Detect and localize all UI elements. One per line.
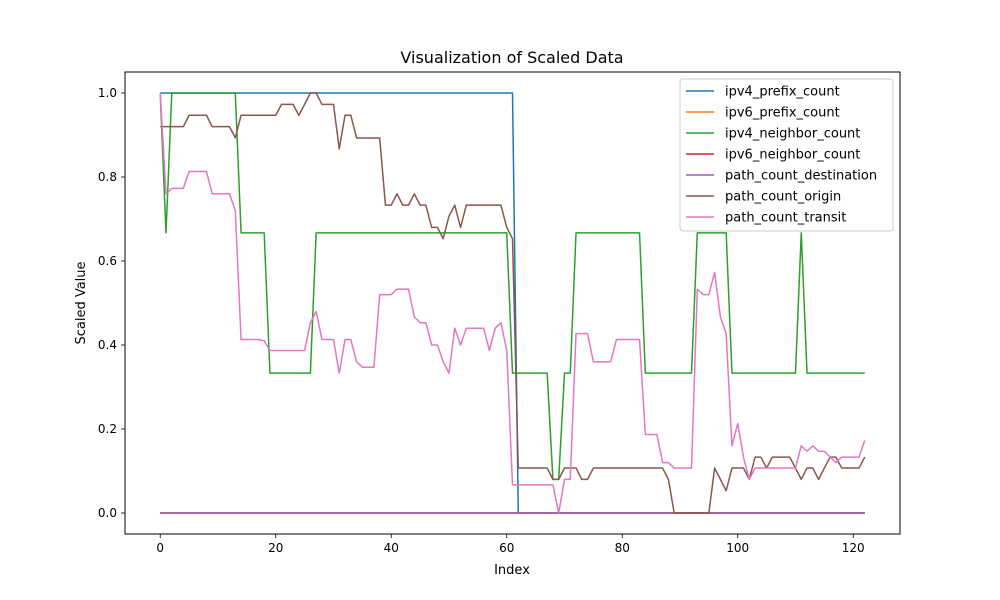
- y-tick-label: 0.6: [98, 254, 117, 268]
- x-tick-label: 60: [499, 541, 514, 555]
- y-tick-label: 1.0: [98, 86, 117, 100]
- legend-label: ipv4_prefix_count: [725, 85, 840, 100]
- y-axis-label: Scaled Value: [74, 261, 89, 344]
- series-layer: [159, 92, 866, 514]
- series-line-path-count-transit: [159, 92, 866, 514]
- series-line-path-count-origin: [160, 92, 866, 514]
- legend: ipv4_prefix_count ipv6_prefix_count ipv4_n…: [679, 78, 894, 232]
- chart-title: Visualization of Scaled Data: [400, 48, 623, 67]
- x-tick-label: 120: [842, 541, 865, 555]
- legend-label: path_count_destination: [725, 169, 877, 184]
- legend-label: ipv6_prefix_count: [725, 106, 840, 121]
- y-tick-label: 0.0: [98, 506, 117, 520]
- x-tick-label: 20: [268, 541, 283, 555]
- x-tick-label: 40: [384, 541, 399, 555]
- legend-label: ipv4_neighbor_count: [725, 127, 860, 142]
- x-tick-label: 100: [726, 541, 749, 555]
- x-axis-label: Index: [494, 563, 530, 578]
- x-tick-label: 0: [156, 541, 164, 555]
- x-tick-label: 80: [615, 541, 630, 555]
- y-tick-label: 0.4: [98, 338, 117, 352]
- y-axis: 0.0 0.2 0.4 0.6 0.8 1.0: [98, 86, 125, 520]
- legend-label: path_count_transit: [725, 211, 846, 226]
- legend-frame: [679, 78, 894, 232]
- plot-frame: [124, 71, 901, 535]
- y-tick-label: 0.8: [98, 170, 117, 184]
- y-tick-label: 0.2: [98, 422, 117, 436]
- legend-label: ipv6_neighbor_count: [725, 148, 860, 163]
- legend-label: path_count_origin: [725, 190, 841, 205]
- x-axis: 0 20 40 60 80 100 120: [156, 534, 865, 555]
